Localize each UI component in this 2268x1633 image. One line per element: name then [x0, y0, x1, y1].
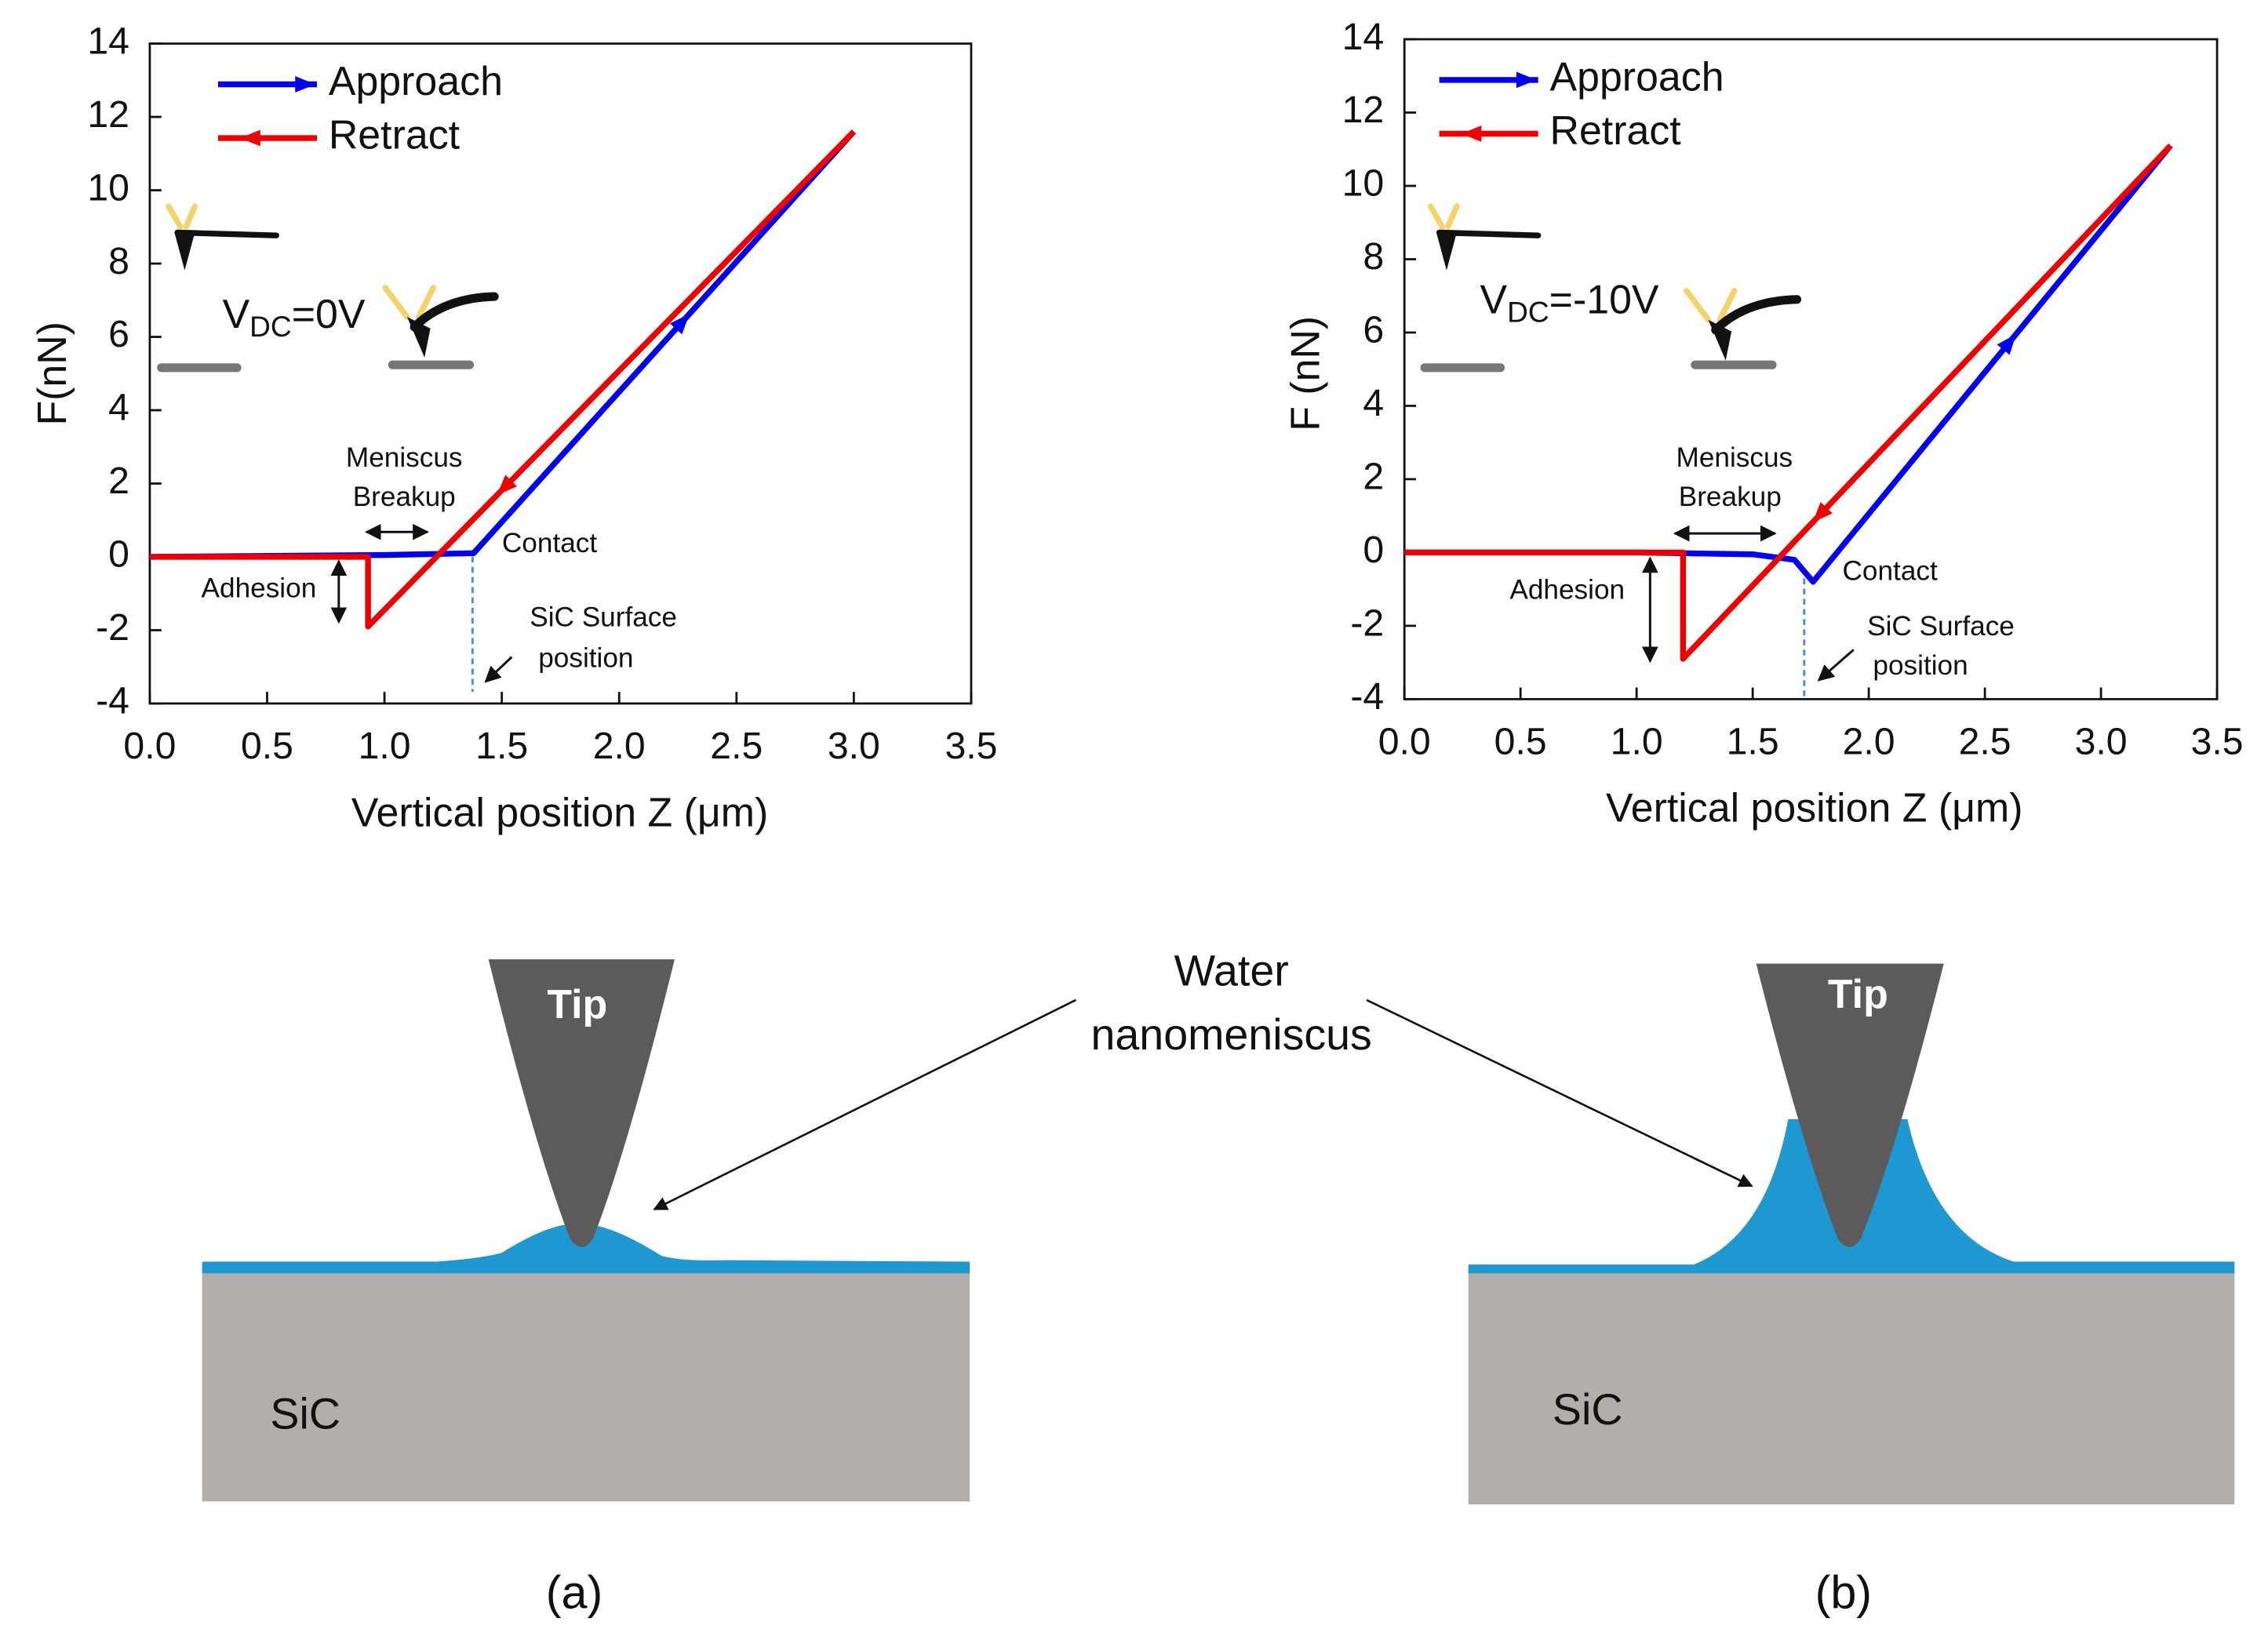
x-tick-label: 0.5 — [241, 725, 293, 767]
y-axis-label: F(nN) — [29, 322, 75, 426]
annotation: Breakup — [1679, 482, 1782, 512]
direction-arrow — [1812, 502, 1833, 523]
y-tick-label: 8 — [1363, 235, 1384, 278]
substrate-label: SiC — [1553, 1385, 1623, 1434]
y-tick-label: 4 — [108, 387, 129, 429]
series-line — [1404, 144, 2173, 662]
x-tick-label: 3.0 — [828, 725, 880, 767]
direction-arrow — [1516, 71, 1537, 89]
annotation: SiC Surface — [1867, 611, 2015, 642]
inset-label-part: DC — [249, 310, 292, 343]
y-tick-label: 0 — [1363, 529, 1384, 571]
annotation: position — [538, 643, 633, 674]
inset-label-part: =0V — [292, 291, 366, 336]
legend-label: Approach — [329, 58, 503, 104]
series-line — [1404, 144, 2173, 585]
substrate-label: SiC — [270, 1389, 340, 1438]
plot-frame — [1403, 38, 2219, 700]
x-tick-label: 0.0 — [123, 725, 176, 767]
y-tick-label: -2 — [96, 606, 129, 649]
legend-label: Retract — [329, 112, 461, 158]
x-axis-label: Vertical position Z (μm) — [1606, 785, 2023, 831]
y-tick-label: 10 — [87, 166, 129, 209]
annotation: Meniscus — [1676, 442, 1793, 473]
annotation: Contact — [502, 528, 597, 558]
direction-arrow — [239, 129, 260, 147]
x-tick-label: 0.5 — [1494, 721, 1547, 763]
y-axis-label: F (nN) — [1283, 316, 1328, 431]
inset-label-part: =-10V — [1549, 276, 1659, 322]
y-tick-label: 8 — [108, 240, 129, 282]
caption: (b) — [1815, 1566, 1872, 1618]
y-tick-label: 2 — [108, 460, 129, 502]
cantilever-icons — [157, 203, 499, 373]
inset-label: VDC=-10V — [1480, 276, 1659, 328]
y-tick-label: 6 — [1363, 309, 1384, 351]
annotation: Breakup — [353, 482, 456, 512]
annotation: Contact — [1842, 555, 1937, 586]
water-callout: Water nanomeniscus — [653, 946, 1753, 1210]
legend-label: Retract — [1549, 107, 1681, 153]
x-tick-label: 3.0 — [2075, 721, 2128, 763]
tip-label: Tip — [547, 981, 607, 1027]
direction-arrow — [1997, 333, 2017, 355]
chart: 0.0 0.5 1.0 1.5 2.0 2.5 3.0 3.5 -4 -2 0 2 4 6 8 10 12 14 V… — [1283, 16, 2244, 831]
x-tick-label: 3.5 — [945, 725, 997, 767]
x-tick-label: 2.5 — [1959, 721, 2011, 763]
water-label: nanomeniscus — [1090, 1010, 1371, 1059]
x-tick-label: 2.0 — [593, 725, 646, 767]
x-tick-label: 1.0 — [1611, 721, 1663, 763]
inset-label-part: V — [223, 291, 250, 336]
x-tick-label: 2.5 — [710, 725, 763, 767]
direction-arrow — [1461, 125, 1482, 142]
inset-label: VDC=0V — [223, 291, 366, 343]
direction-arrow — [497, 475, 518, 496]
x-tick-label: 0.0 — [1378, 721, 1431, 763]
chart: 0.0 0.5 1.0 1.5 2.0 2.5 3.0 3.5 -4 -2 0 2 4 6 8 10 12 14 V… — [29, 20, 997, 835]
x-tick-label: 1.5 — [475, 725, 528, 767]
y-tick-label: 10 — [1342, 162, 1385, 205]
y-tick-label: 12 — [1342, 89, 1385, 131]
y-tick-label: -4 — [1350, 675, 1384, 718]
inset-label-part: DC — [1507, 295, 1549, 328]
cantilever-icons — [1420, 203, 1802, 373]
x-tick-label: 1.5 — [1727, 721, 1779, 763]
tip-label: Tip — [1828, 971, 1888, 1017]
diagram-b: Tip SiC (b) — [1468, 963, 2235, 1618]
y-tick-label: 12 — [87, 93, 129, 136]
plot-frame — [148, 42, 973, 705]
y-tick-label: -2 — [1350, 602, 1384, 645]
x-axis-label: Vertical position Z (μm) — [351, 789, 769, 835]
direction-arrow — [295, 76, 316, 93]
x-tick-label: 2.0 — [1843, 721, 1895, 763]
caption: (a) — [546, 1566, 602, 1618]
inset-label-part: V — [1480, 276, 1508, 322]
y-tick-label: 4 — [1363, 382, 1384, 424]
y-tick-label: -4 — [96, 680, 129, 722]
series-line — [149, 129, 857, 630]
x-tick-label: 1.0 — [359, 725, 411, 767]
annotation-arrows — [330, 523, 1855, 700]
legend-label: Approach — [1549, 54, 1724, 100]
annotation: Meniscus — [346, 442, 463, 473]
annotation: position — [1873, 650, 1968, 681]
y-tick-label: 2 — [1363, 456, 1384, 498]
annotation: SiC Surface — [530, 602, 677, 633]
direction-arrow — [669, 314, 690, 335]
x-tick-label: 3.5 — [2191, 721, 2244, 763]
y-tick-label: 14 — [87, 20, 129, 62]
y-tick-label: 6 — [108, 313, 129, 355]
y-tick-label: 0 — [108, 533, 129, 576]
annotation: Adhesion — [202, 573, 317, 604]
y-tick-label: 14 — [1342, 16, 1385, 58]
diagram-a: Tip SiC (a) — [202, 959, 970, 1618]
water-label: Water — [1174, 946, 1289, 995]
annotation: Adhesion — [1509, 575, 1625, 606]
